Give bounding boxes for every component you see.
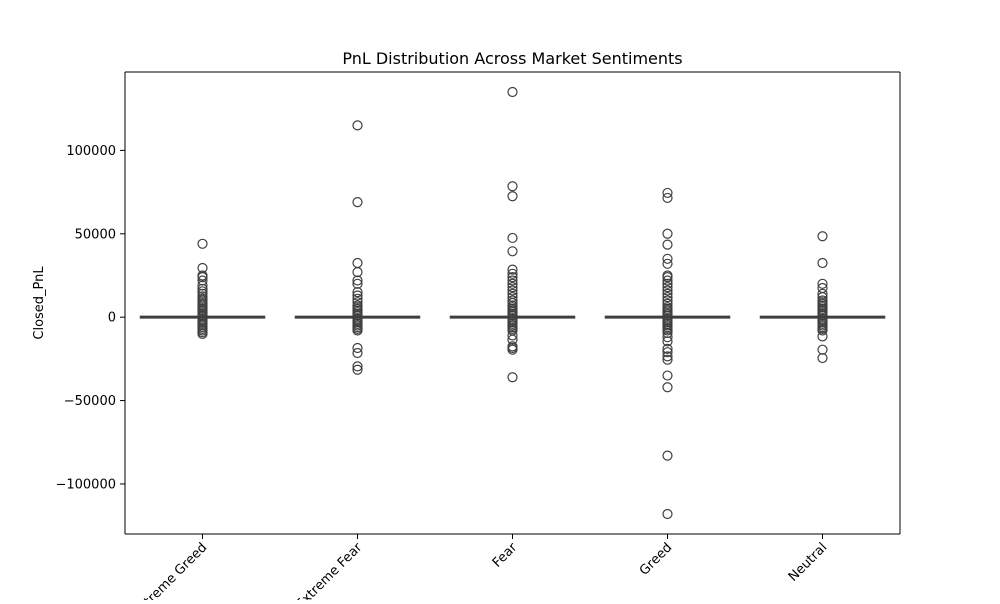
box-3-outlier-38 bbox=[662, 382, 673, 393]
box-3-outlier-9 bbox=[662, 278, 673, 289]
plot-area: −100000 −50000 0 50000 100000 Extreme Greed Ex… bbox=[55, 71, 901, 604]
box-2-outlier-4 bbox=[507, 246, 518, 257]
box-2-outlier-10 bbox=[507, 282, 518, 293]
box-4-outlier-5 bbox=[817, 292, 828, 303]
box-3-outlier-31 bbox=[662, 332, 673, 343]
box-1-outlier-7 bbox=[352, 290, 363, 301]
box-0-outlier-8 bbox=[197, 288, 208, 299]
box-3-outlier-37 bbox=[662, 370, 673, 381]
box-4-outlier-4 bbox=[817, 288, 828, 299]
box-2-outlier-22 bbox=[507, 310, 518, 321]
box-3-outlier-8 bbox=[662, 275, 673, 286]
box-1-outlier-9 bbox=[352, 297, 363, 308]
box-1-outlier-25 bbox=[352, 342, 363, 354]
box-3-outlier-36 bbox=[662, 354, 673, 365]
box-2-outlier-0 bbox=[507, 86, 518, 98]
box-3-outlier-1 bbox=[662, 192, 673, 204]
y-tick-label-3: 50000 bbox=[75, 227, 116, 242]
box-0-outlier-6 bbox=[197, 283, 208, 294]
y-tick-label-0: −100000 bbox=[55, 477, 116, 492]
box-3-outlier-35 bbox=[662, 351, 673, 362]
box-4-outlier-26 bbox=[817, 352, 828, 364]
box-1-outlier-28 bbox=[352, 364, 363, 375]
box-4-outlier-2 bbox=[817, 278, 828, 289]
box-2-outlier-14 bbox=[507, 295, 518, 306]
box-0-outlier-4 bbox=[197, 275, 208, 286]
x-tick-label-2: Fear bbox=[490, 540, 521, 571]
box-3-outlier-15 bbox=[662, 298, 673, 309]
y-tick-label-1: −50000 bbox=[64, 394, 116, 409]
box-4-outlier-25 bbox=[817, 344, 828, 355]
box-2-outlier-7 bbox=[507, 272, 518, 283]
box-3-outlier-39 bbox=[662, 450, 673, 461]
box-1-outlier-8 bbox=[352, 293, 363, 304]
box-3-outlier-7 bbox=[662, 272, 673, 283]
y-tick-label-2: 0 bbox=[108, 311, 116, 326]
box-2-outlier-11 bbox=[507, 285, 518, 296]
box-3-outlier-14 bbox=[662, 295, 673, 306]
box-2-outlier-8 bbox=[507, 275, 518, 286]
x-tick-label-0: Extreme Greed bbox=[130, 540, 210, 600]
box-3-outlier-11 bbox=[662, 285, 673, 296]
box-2-outlier-35 bbox=[507, 344, 518, 355]
box-2-outlier-5 bbox=[507, 264, 518, 275]
box-2-outlier-9 bbox=[507, 278, 518, 289]
box-2-outlier-36 bbox=[507, 372, 518, 383]
box-1-outlier-1 bbox=[352, 196, 363, 208]
box-3-outlier-34 bbox=[662, 347, 673, 358]
box-3-outlier-30 bbox=[662, 327, 673, 339]
box-1-outlier-5 bbox=[352, 278, 363, 289]
y-axis-label: Closed_PnL bbox=[32, 266, 47, 340]
chart-title: PnL Distribution Across Market Sentiment… bbox=[342, 49, 682, 68]
box-3-outlier-21 bbox=[662, 310, 673, 321]
box-3-outlier-13 bbox=[662, 292, 673, 303]
box-0-outlier-5 bbox=[197, 280, 208, 291]
box-2-outlier-3 bbox=[507, 232, 518, 244]
box-4-outlier-1 bbox=[817, 257, 828, 269]
box-0-outlier-31 bbox=[197, 328, 208, 339]
box-2-outlier-6 bbox=[507, 268, 518, 279]
box-1-outlier-24 bbox=[352, 325, 363, 336]
box-1-outlier-27 bbox=[352, 361, 363, 372]
box-2-outlier-2 bbox=[507, 191, 518, 202]
box-0-outlier-0 bbox=[197, 238, 208, 249]
y-tick-label-4: 100000 bbox=[66, 144, 116, 159]
box-1-outlier-16 bbox=[352, 310, 363, 321]
box-1-outlier-0 bbox=[352, 120, 363, 131]
box-1-outlier-2 bbox=[352, 257, 363, 269]
box-3-outlier-3 bbox=[662, 239, 673, 250]
box-4-outlier-24 bbox=[817, 331, 828, 342]
box-3-outlier-12 bbox=[662, 288, 673, 299]
box-4-outlier-0 bbox=[817, 231, 828, 242]
box-2-outlier-32 bbox=[507, 334, 518, 345]
box-1-outlier-26 bbox=[352, 347, 363, 359]
box-3-outlier-5 bbox=[662, 258, 673, 269]
box-1-outlier-6 bbox=[352, 287, 363, 298]
box-3-outlier-32 bbox=[662, 336, 673, 347]
box-3-outlier-4 bbox=[662, 253, 673, 264]
box-1-outlier-4 bbox=[352, 275, 363, 286]
x-tick-label-1: Extreme Fear bbox=[293, 540, 366, 600]
box-3-outlier-33 bbox=[662, 343, 673, 354]
box-4-outlier-23 bbox=[817, 325, 828, 336]
x-tick-label-4: Neutral bbox=[786, 540, 831, 585]
x-tick-label-3: Greed bbox=[637, 540, 675, 578]
box-3-outlier-10 bbox=[662, 282, 673, 293]
box-3-outlier-29 bbox=[662, 325, 673, 336]
box-3-outlier-2 bbox=[662, 228, 673, 239]
box-4-outlier-15 bbox=[817, 310, 828, 321]
box-0-outlier-3 bbox=[197, 272, 208, 283]
box-2-outlier-1 bbox=[507, 181, 518, 192]
box-3-outlier-40 bbox=[662, 508, 673, 520]
box-3-outlier-0 bbox=[662, 187, 673, 199]
box-1-outlier-3 bbox=[352, 267, 363, 278]
box-2-outlier-31 bbox=[507, 330, 518, 341]
box-2-outlier-13 bbox=[507, 292, 518, 303]
